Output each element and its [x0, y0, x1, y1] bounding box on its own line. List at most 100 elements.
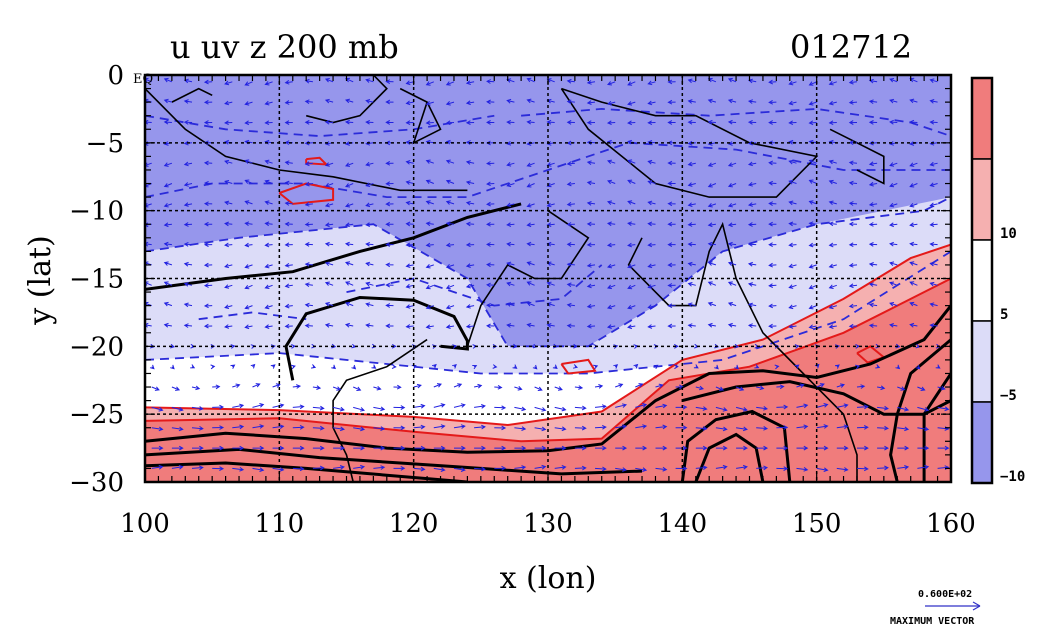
- wind-vector: [828, 263, 837, 269]
- wind-vector: [667, 262, 676, 268]
- colorbar-label: 5: [1000, 307, 1008, 323]
- y-tick-label: −15: [69, 265, 124, 295]
- wind-vector: [788, 80, 797, 86]
- wind-vector: [727, 182, 737, 188]
- wind-vector: [244, 159, 253, 164]
- wind-vector: [365, 161, 374, 167]
- wind-vector: [284, 221, 293, 227]
- wind-vector: [486, 323, 495, 329]
- wind-vector: [506, 323, 515, 328]
- wind-vector: [304, 222, 313, 227]
- wind-vector: [868, 222, 878, 227]
- wind-vector: [586, 180, 596, 186]
- wind-vector: [734, 364, 739, 370]
- wind-vector: [808, 284, 817, 290]
- wind-vector: [566, 201, 575, 207]
- wind-vector: [647, 100, 656, 106]
- wind-vector: [385, 262, 394, 268]
- y-tick-label: −5: [86, 129, 124, 159]
- wind-vector: [272, 445, 285, 451]
- height-contour: [922, 372, 951, 482]
- wind-vector: [506, 281, 515, 287]
- wind-vector: [191, 385, 201, 391]
- wind-vector: [774, 364, 780, 370]
- wind-vector: [816, 467, 829, 472]
- wind-vector: [747, 222, 757, 227]
- wind-vector: [252, 424, 265, 429]
- wind-vector: [474, 404, 486, 409]
- wind-vector: [526, 98, 535, 104]
- wind-vector: [445, 200, 455, 205]
- wind-vector: [393, 405, 406, 410]
- wind-vector: [868, 161, 878, 167]
- wind-vector: [747, 99, 757, 104]
- wind-vector: [667, 181, 676, 186]
- wind-vector: [284, 120, 293, 125]
- wind-vector: [304, 262, 313, 267]
- wind-vector: [465, 100, 475, 106]
- wind-vector: [877, 405, 889, 411]
- wind-vector: [566, 282, 575, 288]
- wind-vector: [244, 200, 253, 205]
- colorbar-label: 10: [1000, 226, 1017, 242]
- wind-vector: [687, 202, 696, 207]
- wind-vector: [796, 467, 809, 472]
- wind-vector: [210, 364, 216, 370]
- wind-vector: [292, 466, 305, 472]
- wind-vector: [413, 445, 426, 451]
- wind-vector: [514, 386, 523, 391]
- wind-vector: [586, 100, 596, 105]
- wind-vector: [929, 261, 938, 267]
- y-tick-label: −25: [69, 400, 124, 430]
- wind-vector: [425, 264, 434, 269]
- wind-vector: [290, 364, 296, 370]
- wind-vector: [707, 183, 717, 188]
- wind-vector: [695, 426, 708, 431]
- wind-vector: [889, 162, 898, 167]
- wind-vector: [768, 201, 777, 207]
- wind-vector: [768, 99, 777, 105]
- wind-vector: [345, 261, 354, 266]
- wind-vector: [897, 445, 910, 451]
- wind-vector: [244, 221, 253, 227]
- wind-vector: [736, 464, 748, 470]
- wind-vector: [727, 162, 737, 167]
- wind-vector: [566, 262, 575, 267]
- coastline: [332, 338, 428, 482]
- wind-vector: [365, 202, 374, 208]
- wind-vector: [203, 283, 213, 288]
- wind-vector: [151, 464, 164, 470]
- wind-vector: [203, 221, 213, 227]
- wind-vector: [788, 200, 797, 206]
- x-tick-label: 130: [523, 509, 573, 539]
- wind-vector: [607, 159, 616, 165]
- wind-vector: [486, 282, 495, 288]
- wind-vector: [183, 282, 193, 287]
- wind-vector: [345, 281, 354, 286]
- wind-vector: [929, 302, 938, 307]
- wind-vector: [687, 282, 696, 287]
- wind-vector: [627, 200, 636, 205]
- wind-vector: [788, 159, 797, 165]
- wind-vector: [252, 383, 261, 388]
- wind-vector: [909, 301, 918, 307]
- wind-vector: [183, 323, 193, 328]
- wind-vector: [224, 263, 233, 269]
- wind-vector: [627, 179, 636, 184]
- wind-vector: [465, 80, 475, 85]
- wind-vector: [647, 80, 656, 86]
- equator-label: EQ: [133, 72, 153, 87]
- wind-vector: [405, 324, 414, 329]
- wind-vector: [171, 464, 184, 470]
- wind-vector: [212, 466, 225, 471]
- height-contour: [145, 304, 951, 454]
- wind-vector: [687, 182, 696, 187]
- wind-vector: [203, 323, 213, 329]
- wind-vector: [546, 202, 555, 208]
- colorbar-label: −5: [1000, 388, 1017, 404]
- wind-vector: [526, 222, 535, 228]
- wind-vector: [667, 221, 676, 227]
- wind-vector: [554, 426, 567, 432]
- wind-vector: [506, 182, 515, 188]
- wind-vector: [405, 304, 414, 309]
